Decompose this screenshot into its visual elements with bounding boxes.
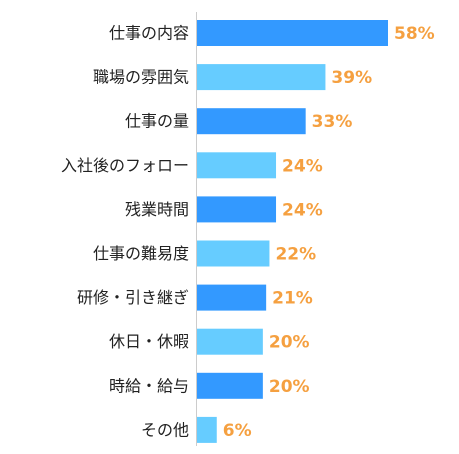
bar-3 bbox=[197, 152, 277, 179]
value-label: 33% bbox=[312, 112, 353, 132]
category-label: 残業時間 bbox=[125, 200, 189, 219]
value-labels-group: 58% 39% 33% 24% 24% 22% 21% 20% 20% 6% bbox=[223, 24, 435, 441]
category-label: 休日・休暇 bbox=[109, 332, 189, 351]
value-label: 24% bbox=[282, 156, 323, 176]
bar-5 bbox=[197, 240, 270, 267]
value-label: 21% bbox=[272, 289, 313, 309]
bar-0 bbox=[197, 20, 388, 46]
bar-2 bbox=[197, 108, 306, 135]
bar-9 bbox=[197, 416, 217, 443]
category-label: 時給・給与 bbox=[109, 376, 189, 395]
category-label: 入社後のフォロー bbox=[61, 156, 189, 175]
value-label: 22% bbox=[275, 245, 316, 265]
category-label: 仕事の内容 bbox=[109, 24, 189, 43]
bar-4 bbox=[197, 196, 277, 223]
bar-8 bbox=[197, 372, 263, 399]
category-label: 仕事の量 bbox=[125, 112, 189, 131]
category-label: その他 bbox=[141, 420, 189, 439]
category-label: 職場の雰囲気 bbox=[93, 68, 189, 87]
category-label: 研修・引き継ぎ bbox=[77, 288, 189, 307]
value-label: 39% bbox=[331, 68, 372, 88]
value-label: 20% bbox=[269, 377, 310, 397]
value-label: 24% bbox=[282, 200, 323, 220]
category-label: 仕事の難易度 bbox=[93, 244, 189, 263]
category-labels-group: 仕事の内容職場の雰囲気仕事の量入社後のフォロー残業時間仕事の難易度研修・引き継ぎ… bbox=[61, 24, 189, 440]
value-label: 20% bbox=[269, 333, 310, 353]
bar-1 bbox=[197, 64, 326, 91]
bar-7 bbox=[197, 328, 263, 355]
value-label: 58% bbox=[394, 24, 435, 44]
bars-group bbox=[197, 20, 388, 443]
value-label: 6% bbox=[223, 421, 252, 441]
bar-6 bbox=[197, 284, 267, 311]
